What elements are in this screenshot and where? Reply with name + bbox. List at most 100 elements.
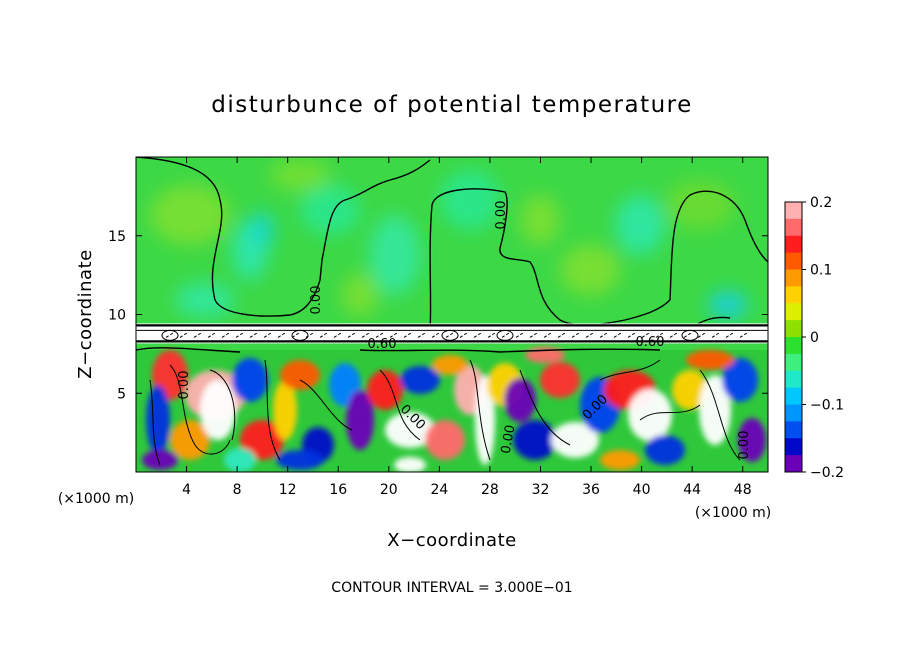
field-blob bbox=[394, 457, 426, 472]
colorbar-tick-label: −0.1 bbox=[810, 398, 844, 414]
inversion-dash bbox=[347, 331, 357, 338]
inversion-layer bbox=[136, 323, 768, 344]
inversion-dash bbox=[669, 331, 679, 338]
inversion-dash bbox=[249, 331, 259, 338]
inversion-dash bbox=[473, 331, 483, 338]
field-blob bbox=[738, 418, 766, 462]
colorbar-swatch bbox=[785, 252, 802, 270]
field-blob bbox=[708, 291, 748, 319]
contour-line-lower bbox=[469, 359, 491, 461]
field-blob bbox=[369, 215, 421, 295]
colorbar-swatch bbox=[785, 303, 802, 321]
colorbar-swatch bbox=[785, 202, 802, 220]
contour-line-lower bbox=[639, 404, 701, 421]
x-tick-label: 8 bbox=[233, 482, 242, 498]
y-axis-label: Z−coordinate bbox=[75, 249, 96, 378]
colorbar: 0.2 0.1 0 −0.1 −0.2 bbox=[784, 195, 844, 481]
field-blob bbox=[146, 385, 170, 455]
inversion-dash bbox=[319, 331, 329, 338]
x-tick-label: 40 bbox=[633, 482, 651, 498]
field-blob bbox=[280, 360, 320, 390]
field-blob bbox=[600, 450, 640, 470]
inversion-dash bbox=[515, 331, 525, 338]
field-blob bbox=[440, 170, 500, 230]
inversion-dash bbox=[487, 331, 497, 338]
inversion-dash bbox=[655, 331, 665, 338]
colorbar-tick-label: −0.2 bbox=[810, 465, 844, 481]
field-upper-blobs bbox=[150, 159, 748, 319]
inversion-eddy bbox=[496, 329, 514, 341]
x-tick-label: 20 bbox=[380, 482, 398, 498]
contour-line bbox=[359, 348, 661, 353]
inversion-eddy bbox=[291, 329, 309, 341]
inversion-dash bbox=[445, 331, 455, 338]
x-tick-label: 44 bbox=[683, 482, 701, 498]
colorbar-swatch bbox=[785, 455, 802, 473]
inversion-dash bbox=[571, 331, 581, 338]
contour-line-lower bbox=[699, 369, 741, 461]
inversion-dash bbox=[459, 331, 469, 338]
inversion-eddy bbox=[681, 329, 699, 341]
colorbar-swatch bbox=[785, 387, 802, 405]
field-blob bbox=[276, 450, 324, 470]
contour-label: 0.60 bbox=[368, 337, 397, 352]
contour-label: 0.00 bbox=[309, 286, 324, 315]
field-blob bbox=[560, 245, 620, 295]
field-blob bbox=[432, 355, 468, 375]
contour-line bbox=[669, 190, 768, 301]
inversion-eddy bbox=[441, 329, 459, 341]
colorbar-swatch bbox=[785, 421, 802, 439]
field-blob bbox=[224, 448, 256, 472]
contour-label: 0.60 bbox=[636, 335, 665, 350]
colorbar-tick-label: 0 bbox=[810, 330, 819, 346]
field-blob bbox=[142, 450, 178, 470]
contour-label: 0.00 bbox=[177, 371, 192, 400]
contour-line-lower bbox=[599, 359, 661, 381]
contour-line bbox=[136, 347, 241, 353]
inversion-dash bbox=[375, 331, 385, 338]
field-blob bbox=[672, 370, 708, 410]
field-blob bbox=[200, 380, 236, 440]
inversion-dash bbox=[179, 331, 189, 338]
y-tick-label: 15 bbox=[108, 229, 126, 245]
field-blob bbox=[520, 195, 560, 245]
contour-line-lower bbox=[519, 369, 571, 446]
inversion-dash bbox=[361, 331, 371, 338]
colorbar-swatch bbox=[785, 337, 802, 355]
x-tick-label: 4 bbox=[182, 482, 191, 498]
field-blob bbox=[475, 375, 495, 465]
inversion-dash bbox=[333, 331, 343, 338]
x-unit-left: (×1000 m) bbox=[58, 491, 134, 507]
inversion-dash bbox=[165, 331, 175, 338]
field-blob bbox=[175, 282, 235, 318]
field-blob bbox=[385, 412, 435, 448]
inversion-dash bbox=[739, 331, 749, 338]
contour-line-lower bbox=[149, 379, 161, 466]
x-tick-label: 48 bbox=[734, 482, 752, 498]
inversion-dash bbox=[291, 331, 301, 338]
colorbar-swatch bbox=[785, 286, 802, 304]
field-blob bbox=[250, 212, 274, 248]
colorbar-tick-label: 0.1 bbox=[810, 263, 832, 279]
inversion-dash bbox=[403, 331, 413, 338]
y-tick-label: 5 bbox=[117, 386, 126, 402]
inversion-dash bbox=[221, 331, 231, 338]
colorbar-swatch bbox=[785, 218, 802, 237]
inversion-dash bbox=[263, 331, 273, 338]
colorbar-tick-label: 0.2 bbox=[810, 195, 832, 211]
contour-line-lower bbox=[264, 359, 281, 461]
field-blob bbox=[686, 350, 734, 370]
field-blob bbox=[346, 390, 374, 450]
y-axis: 5 10 15 bbox=[108, 229, 768, 402]
x-unit-right: (×1000 m) bbox=[695, 505, 771, 521]
contour-label: 0.00 bbox=[494, 201, 509, 230]
inversion-dash bbox=[613, 331, 623, 338]
contour-line-lower bbox=[379, 369, 421, 441]
x-axis-label: X−coordinate bbox=[387, 530, 516, 551]
inversion-eddy bbox=[161, 329, 179, 341]
inversion-dash bbox=[431, 331, 441, 338]
x-tick-label: 12 bbox=[279, 482, 297, 498]
inversion-dash bbox=[557, 331, 567, 338]
x-tick-label: 28 bbox=[481, 482, 499, 498]
